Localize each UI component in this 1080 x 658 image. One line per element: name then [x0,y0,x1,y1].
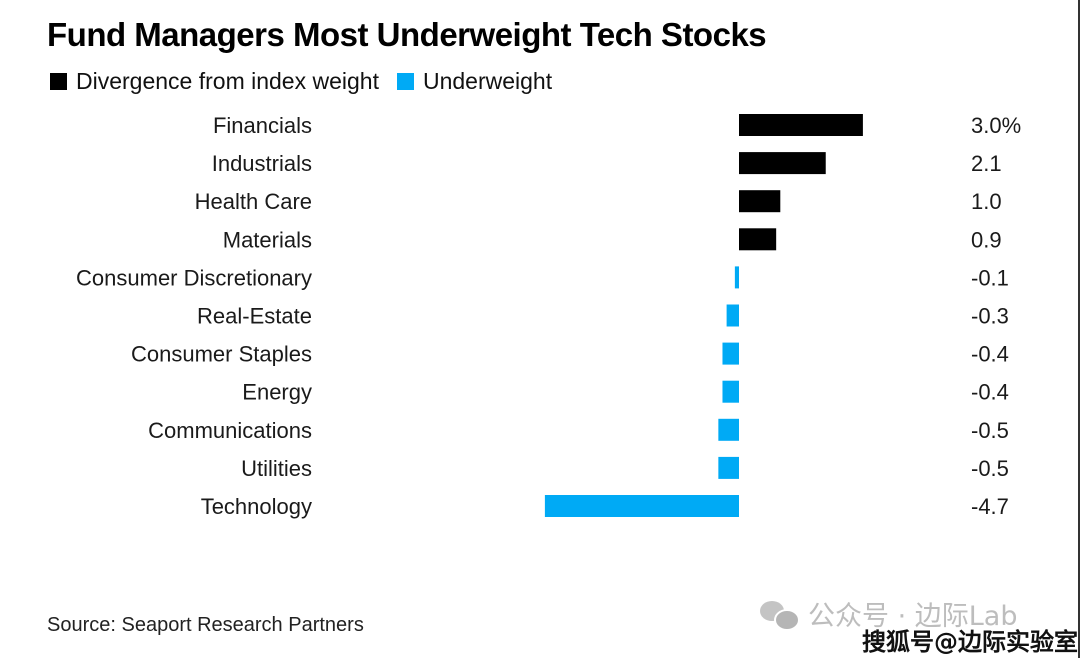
value-label: -4.7 [971,494,1009,519]
image-border [1078,0,1080,658]
value-label: -0.5 [971,456,1009,481]
bar-consumer-staples [722,342,739,365]
bar-health-care [739,190,781,213]
wechat-watermark: 公众号 · 边际Lab [760,594,1017,633]
bar-technology [544,495,739,517]
bar-industrials [739,152,826,175]
value-label: 2.1 [971,151,1002,176]
category-label: Technology [201,494,312,519]
legend-item-divergence: Divergence from index weight [50,68,379,95]
wechat-icon [760,599,800,631]
bar-energy [722,380,739,403]
chart-title: Fund Managers Most Underweight Tech Stoc… [47,16,767,53]
category-label: Consumer Discretionary [76,265,312,290]
category-label: Health Care [195,189,312,214]
legend-label-divergence: Divergence from index weight [76,68,379,94]
legend: Divergence from index weight Underweight [50,68,570,95]
category-label: Industrials [212,151,312,176]
category-label: Consumer Staples [131,342,312,367]
value-label: 3.0% [971,113,1021,138]
value-label: -0.4 [971,380,1009,405]
legend-item-underweight: Underweight [396,68,553,95]
category-label: Utilities [241,456,312,481]
bar-communications [718,418,739,441]
category-label: Real-Estate [197,304,312,329]
value-label: -0.5 [971,418,1009,443]
bar-consumer-discretionary [734,266,739,289]
wechat-watermark-text: 公众号 · 边际Lab [808,601,1018,632]
value-label: 0.9 [971,227,1002,252]
bar-utilities [718,456,739,479]
category-label: Materials [223,227,312,252]
bar-materials [739,228,777,251]
bar-financials [739,114,863,136]
sohu-watermark: 搜狐号@边际实验室 [862,628,1078,656]
legend-label-underweight: Underweight [422,68,553,94]
value-label: -0.1 [971,265,1009,290]
legend-swatch-divergence [50,73,67,90]
category-label: Financials [213,113,312,138]
value-label: 1.0 [971,189,1002,214]
source-note: Source: Seaport Research Partners [47,614,364,636]
value-label: -0.3 [971,304,1009,329]
category-label: Communications [148,418,312,443]
bar-real-estate [726,304,739,327]
category-label: Energy [242,380,312,405]
legend-swatch-underweight [396,73,414,90]
value-label: -0.4 [971,342,1009,367]
